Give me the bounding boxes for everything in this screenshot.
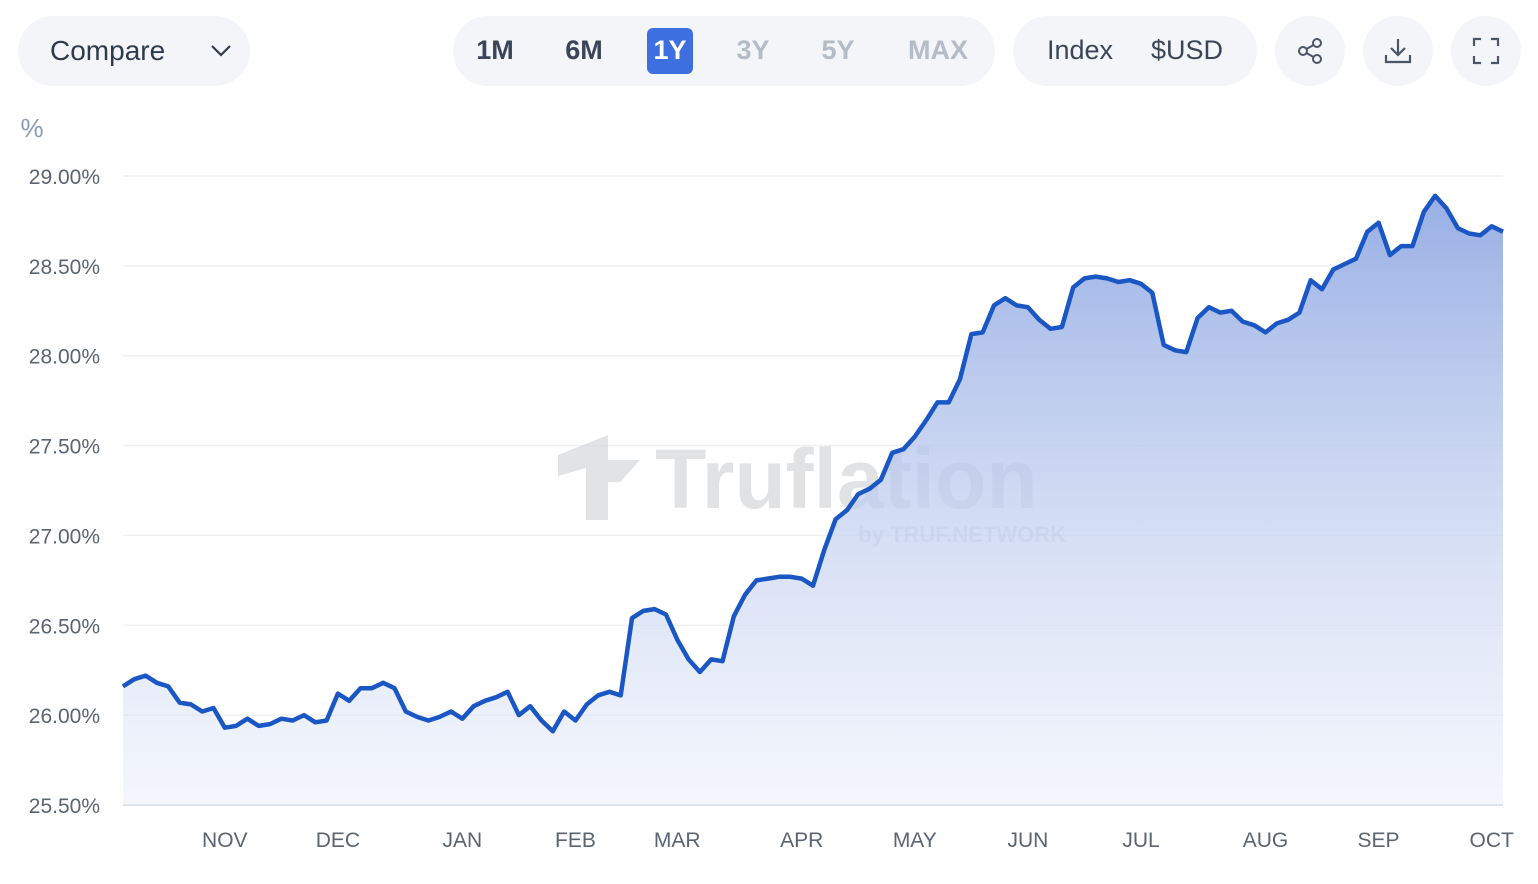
y-tick-label: 28.50% [29,256,100,279]
x-tick-label: MAR [654,829,701,852]
x-tick-label: JUL [1122,829,1159,852]
x-tick-label: DEC [316,829,360,852]
range-button[interactable]: 1Y [653,35,687,65]
watermark-byline: by TRUF.NETWORK [858,522,1066,547]
y-tick-label: 26.50% [29,615,100,638]
x-tick-label: JUN [1007,829,1048,852]
watermark: Truflation by TRUF.NETWORK [558,432,1066,547]
unit-button[interactable]: Index [1046,35,1114,65]
y-tick-label: 27.50% [29,436,100,459]
x-tick-label: FEB [555,829,596,852]
chevron [211,45,231,57]
line [121,193,1504,734]
range-active-bg [647,28,693,74]
range-button[interactable]: MAX [908,35,968,65]
unit-button[interactable]: $USD [1150,35,1224,65]
x-tick-label: JAN [443,829,483,852]
download-icon [1384,39,1412,64]
fullscreen-icon [1472,37,1500,65]
watermark-brand: Truflation [655,432,1038,526]
share-icon [1298,38,1322,64]
y-tick-label: 29.00% [29,166,100,189]
fullscreen-button[interactable] [1451,16,1521,86]
y-tick-label: 28.00% [29,346,100,369]
range-group: 1M 6M 1Y 3Y 5Y MAX [453,16,995,86]
x-tick-label: AUG [1243,829,1289,852]
area-fill [123,195,1503,806]
download-button[interactable] [1363,16,1433,86]
range-button[interactable]: 1M [476,35,514,65]
x-tick-label: NOV [202,829,248,852]
watermark-logo [558,435,640,520]
x-tick-label: APR [780,829,823,852]
range-button[interactable]: 3Y [736,35,770,65]
x-tick-label: MAY [893,829,937,852]
compare-button[interactable]: Compare [18,16,250,86]
range-button[interactable]: 6M [565,35,603,65]
unit-group: Index $USD [1013,16,1257,86]
share-button[interactable] [1275,16,1345,86]
range-button[interactable]: 5Y [821,35,855,65]
compare-label: Compare [50,35,166,66]
y-tick-label: 25.50% [29,795,100,818]
x-tick-label: OCT [1470,829,1515,852]
y-tick-label: 27.00% [29,525,100,548]
y-tick-label: 26.00% [29,705,100,728]
x-tick-label: SEP [1358,829,1400,852]
y-axis-label: % [20,113,43,143]
